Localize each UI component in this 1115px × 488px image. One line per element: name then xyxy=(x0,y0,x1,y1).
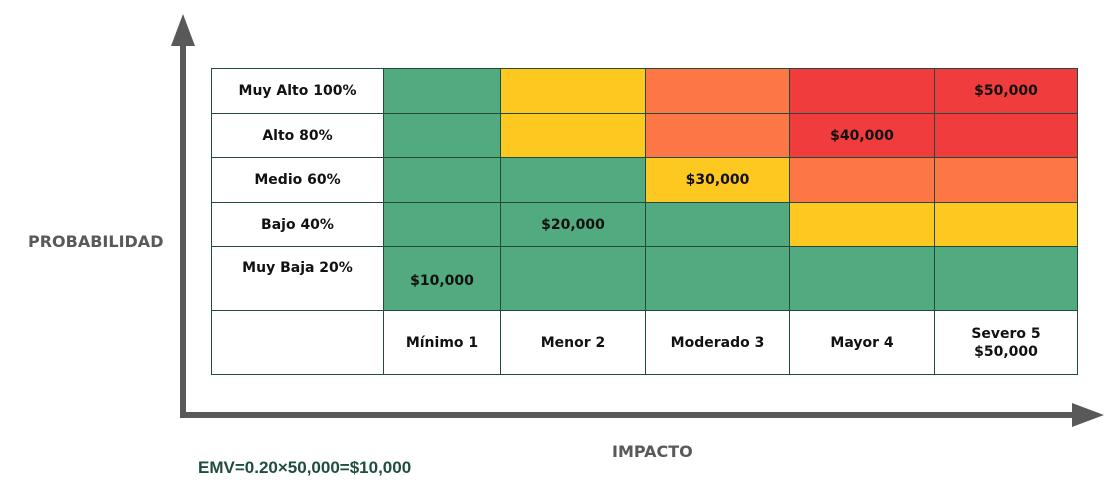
matrix-cell xyxy=(934,202,1078,247)
risk-matrix: Muy Alto 100% $50,000 Alto 80% $40,000 Medio… xyxy=(211,68,1078,375)
impact-label: Moderado 3 xyxy=(645,310,790,375)
x-axis-arrowhead xyxy=(1072,403,1104,427)
impact-label: Mínimo 1 xyxy=(383,310,501,375)
impact-label-text: Moderado 3 xyxy=(670,334,765,351)
matrix-cell xyxy=(383,113,501,158)
impact-label-text: Mayor 4 xyxy=(830,334,894,351)
probability-label: Muy Baja 20% xyxy=(211,246,384,311)
matrix-cell: $50,000 xyxy=(934,68,1078,114)
matrix-row: Alto 80% $40,000 xyxy=(211,113,1078,158)
impact-label-text: Mínimo 1 xyxy=(405,334,479,351)
impact-row: Mínimo 1 Menor 2 Moderado 3 Mayor 4 Severo 5… xyxy=(211,310,1078,375)
matrix-cell xyxy=(789,157,935,203)
matrix-cell xyxy=(500,113,646,158)
matrix-cell xyxy=(934,157,1078,203)
matrix-cell xyxy=(645,113,790,158)
matrix-cell xyxy=(645,202,790,247)
matrix-row: Muy Alto 100% $50,000 xyxy=(211,68,1078,114)
cell-value: $50,000 xyxy=(974,83,1038,99)
matrix-cell: $30,000 xyxy=(645,157,790,203)
matrix-cell xyxy=(645,68,790,114)
corner-cell xyxy=(211,310,384,375)
emv-formula: EMV=0.20×50,000=$10,000 xyxy=(198,458,412,477)
cell-value: $20,000 xyxy=(541,216,605,233)
probability-label: Muy Alto 100% xyxy=(211,68,384,114)
matrix-cell: $40,000 xyxy=(789,113,935,158)
matrix-cell: $10,000 xyxy=(383,246,501,311)
matrix-cell xyxy=(934,113,1078,158)
matrix-cell xyxy=(789,68,935,114)
matrix-cell xyxy=(789,202,935,247)
matrix-cell xyxy=(383,68,501,114)
impact-label: Mayor 4 xyxy=(789,310,935,375)
impact-label-text: Menor 2 xyxy=(540,334,606,351)
y-axis-arrowhead xyxy=(171,14,195,46)
matrix-row: Medio 60% $30,000 xyxy=(211,157,1078,203)
matrix-row: Muy Baja 20% $10,000 xyxy=(211,246,1078,311)
probability-label: Alto 80% xyxy=(211,113,384,158)
impact-label-text: Severo 5 xyxy=(971,325,1041,342)
impact-label: Severo 5 $50,000 xyxy=(934,310,1078,375)
matrix-cell xyxy=(383,157,501,203)
x-axis-label: IMPACTO xyxy=(612,442,693,461)
matrix-cell xyxy=(500,68,646,114)
matrix-cell: $20,000 xyxy=(500,202,646,247)
matrix-cell xyxy=(383,202,501,247)
impact-label: Menor 2 xyxy=(500,310,646,375)
cell-value: $30,000 xyxy=(685,172,750,188)
probability-label: Bajo 40% xyxy=(211,202,384,247)
matrix-cell xyxy=(500,157,646,203)
probability-label: Medio 60% xyxy=(211,157,384,203)
matrix-cell xyxy=(500,246,646,311)
cell-value: $10,000 xyxy=(410,273,474,289)
impact-sublabel: $50,000 xyxy=(974,343,1038,360)
matrix-row: Bajo 40% $20,000 xyxy=(211,202,1078,247)
matrix-cell xyxy=(789,246,935,311)
y-axis-label: PROBABILIDAD xyxy=(28,232,164,251)
matrix-cell xyxy=(934,246,1078,311)
cell-value: $40,000 xyxy=(830,127,894,144)
matrix-cell xyxy=(645,246,790,311)
